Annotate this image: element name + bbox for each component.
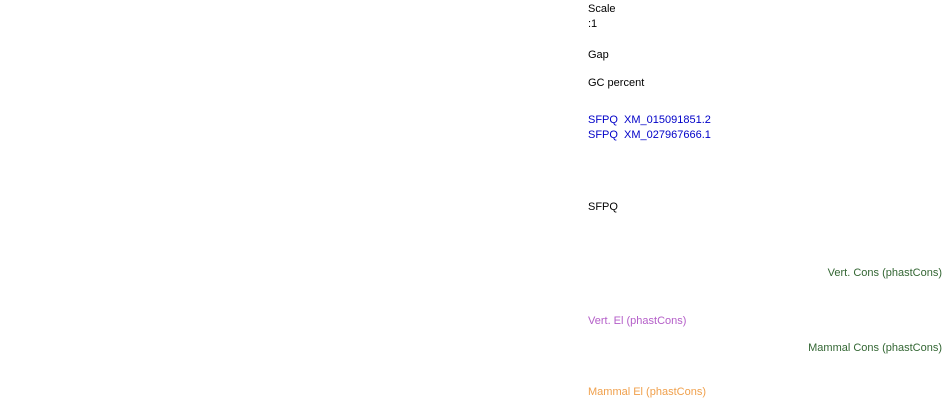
track-label-gene-sfpq[interactable]: SFPQ (588, 201, 618, 213)
refseq-item-label[interactable]: SFPQ XM_015091851.2 (588, 114, 711, 126)
track-label-scale-value: :1 (588, 18, 598, 30)
refseq-item-label[interactable]: SFPQ XM_027967666.1 (588, 129, 711, 141)
track-label-scale: Scale (588, 3, 616, 15)
track-label-vert-cons[interactable]: Vert. Cons (phastCons) (827, 267, 942, 279)
track-label-vert-el[interactable]: Vert. El (phastCons) (588, 315, 687, 327)
track-label-gap[interactable]: Gap (588, 49, 609, 61)
track-label-mammal-el[interactable]: Mammal El (phastCons) (588, 386, 706, 398)
track-label-gc-percent[interactable]: GC percent (588, 77, 645, 89)
track-label-mammal-cons[interactable]: Mammal Cons (phastCons) (808, 342, 942, 354)
